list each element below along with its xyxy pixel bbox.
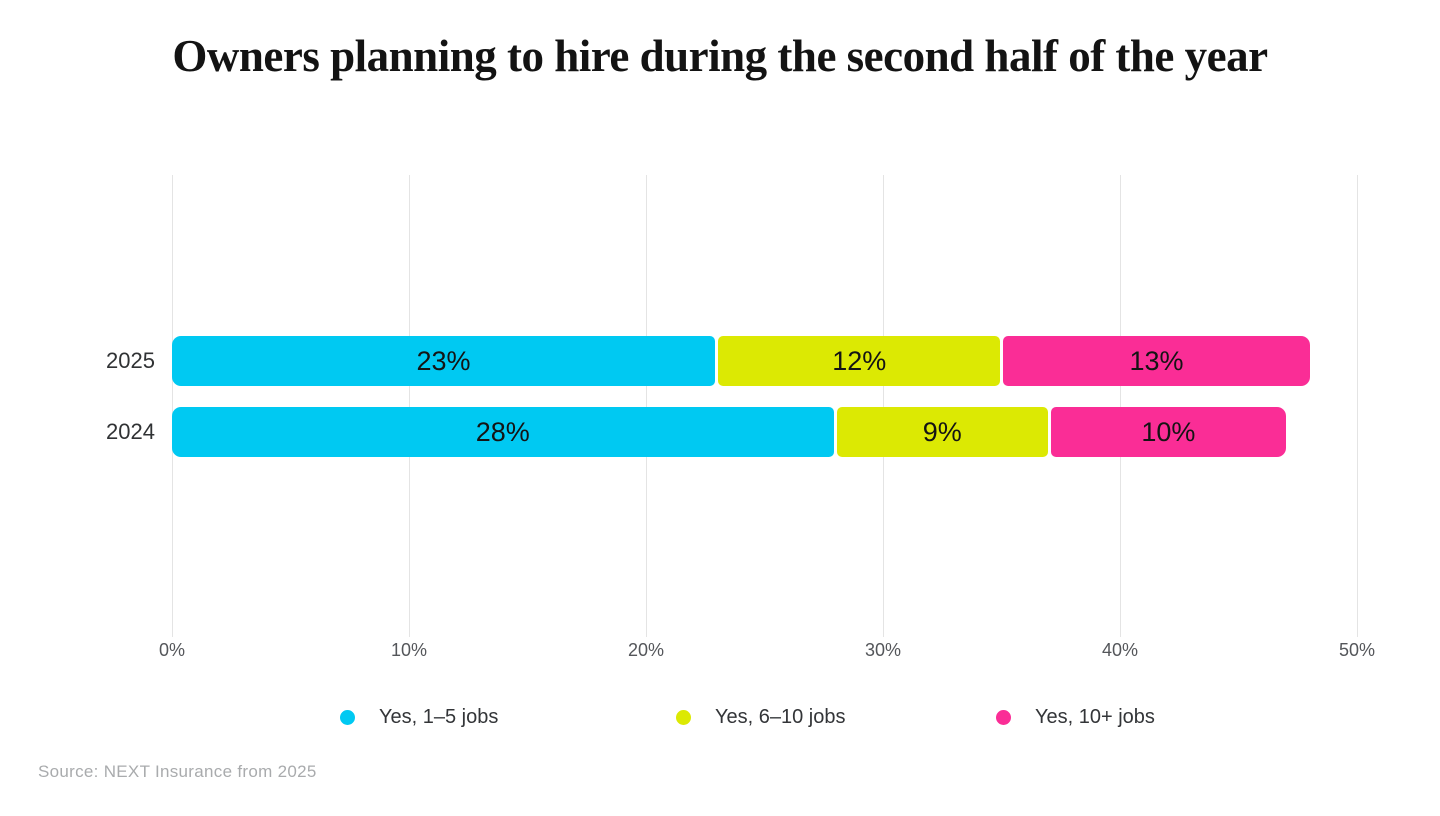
x-tick-label: 0% bbox=[158, 640, 186, 660]
x-tick-label: 10% bbox=[390, 640, 428, 660]
bar-row-2025: 23% 12% 13% bbox=[172, 336, 1357, 386]
legend-dot-icon bbox=[676, 709, 691, 725]
gridline-30% bbox=[883, 175, 884, 637]
bar-segment: 28% bbox=[172, 407, 834, 457]
bar-value-label: 12% bbox=[832, 345, 887, 376]
legend-label: Yes, 10+ jobs bbox=[1035, 705, 1155, 728]
category-label-2025: 2025 bbox=[106, 348, 155, 373]
bar-segment: 13% bbox=[1003, 336, 1310, 386]
legend-item: Yes, 1–5 jobs bbox=[340, 704, 498, 730]
x-tick-label: 40% bbox=[1101, 640, 1139, 660]
bar-row-2024: 28% 9% 10% bbox=[172, 407, 1357, 457]
x-tick-label: 30% bbox=[864, 640, 902, 660]
legend: Yes, 1–5 jobs Yes, 6–10 jobs Yes, 10+ jobs bbox=[0, 704, 1440, 732]
gridline-0% bbox=[172, 175, 173, 637]
legend-item: Yes, 10+ jobs bbox=[996, 704, 1155, 730]
bar-segment: 10% bbox=[1050, 407, 1286, 457]
gridline-20% bbox=[646, 175, 647, 637]
legend-label: Yes, 6–10 jobs bbox=[715, 705, 846, 728]
legend-dot-icon bbox=[996, 709, 1011, 725]
bar-value-label: 10% bbox=[1141, 416, 1196, 447]
bar-value-label: 9% bbox=[922, 416, 962, 447]
x-tick-label: 20% bbox=[627, 640, 665, 660]
gridline-40% bbox=[1120, 175, 1121, 637]
x-tick-label: 50% bbox=[1338, 640, 1376, 660]
plot-area: 23% 12% 13% 28% 9% 10% 0% 10% 20% 30% 40% 50% bbox=[159, 175, 1375, 660]
chart-title: Owners planning to hire during the secon… bbox=[172, 31, 1268, 81]
legend-item: Yes, 6–10 jobs bbox=[676, 704, 845, 730]
gridline-50% bbox=[1357, 175, 1358, 637]
gridline-10% bbox=[409, 175, 410, 637]
bar-value-label: 23% bbox=[416, 345, 471, 376]
bar-value-label: 28% bbox=[475, 416, 530, 447]
bar-segment: 12% bbox=[718, 336, 1001, 386]
bar-value-label: 13% bbox=[1129, 345, 1184, 376]
category-label-2024: 2024 bbox=[106, 419, 155, 444]
y-axis-category-labels: 2025 2024 bbox=[55, 0, 155, 816]
source-note: Source: NEXT Insurance from 2025 bbox=[38, 762, 317, 781]
bar-segment: 9% bbox=[836, 407, 1048, 457]
legend-dot-icon bbox=[340, 709, 355, 725]
bar-segment: 23% bbox=[172, 336, 716, 386]
legend-label: Yes, 1–5 jobs bbox=[379, 705, 499, 728]
